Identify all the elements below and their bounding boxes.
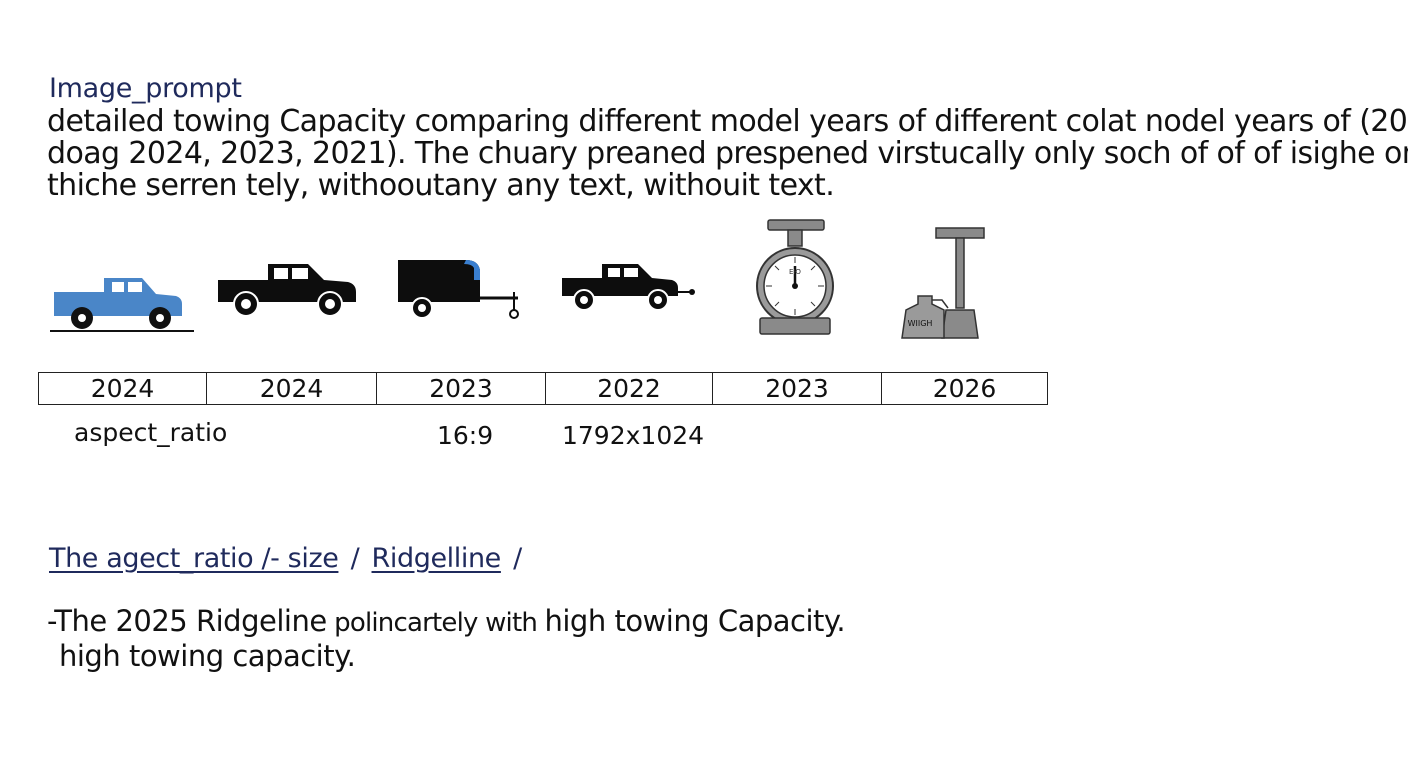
ratio-value: 16:9: [437, 421, 494, 450]
weight-label: WIIGH: [908, 319, 933, 328]
truck-with-hitch-icon: [560, 262, 696, 314]
ridgeline-link[interactable]: Ridgelline: [371, 543, 502, 574]
summary-text: -The 2025 Ridgeline polincartely with hi…: [47, 604, 846, 673]
weight-press-icon: WIIGH: [898, 226, 990, 342]
year-cell: 2024: [39, 373, 207, 404]
summary-line-1a: -The 2025 Ridgeline: [47, 604, 327, 638]
blue-pickup-truck-icon: [48, 270, 198, 336]
year-table: 2024 2024 2023 2022 2023 2026: [38, 372, 1048, 405]
year-cell: 2023: [377, 373, 546, 404]
summary-line-2: high towing capacity.: [59, 639, 356, 673]
weighing-scale-icon: ЕЮ: [752, 218, 838, 336]
breadcrumb-links: The agect_ratio /- size / Ridgelline /: [49, 543, 526, 574]
aspect-ratio-label: aspect_ratio: [74, 418, 228, 447]
summary-line-1c: high towing Capacity.: [544, 604, 846, 638]
prompt-line-2: doag 2024, 2023, 2021). The chuary prean…: [47, 136, 1408, 171]
link-separator: /: [513, 543, 522, 574]
link-separator: /: [350, 543, 360, 574]
enclosed-trailer-icon: [394, 256, 524, 322]
prompt-line-3: thiche serren tely, withooutany any text…: [47, 168, 835, 203]
size-value: 1792x1024: [562, 421, 705, 450]
prompt-heading: Image_prompt: [49, 73, 242, 104]
black-pickup-truck-icon: [216, 262, 358, 320]
aspect-size-link[interactable]: The agect_ratio /- size: [49, 543, 339, 574]
prompt-line-1: detailed towing Capacity comparing diffe…: [47, 104, 1408, 139]
scale-dial-label: ЕЮ: [789, 268, 801, 276]
year-cell: 2024: [207, 373, 377, 404]
prompt-text: detailed towing Capacity comparing diffe…: [47, 104, 1408, 203]
year-cell: 2026: [932, 374, 997, 403]
summary-line-1b: polincartely with: [326, 608, 545, 638]
year-cell: 2023: [713, 373, 882, 404]
year-cell: 2022: [546, 373, 713, 404]
